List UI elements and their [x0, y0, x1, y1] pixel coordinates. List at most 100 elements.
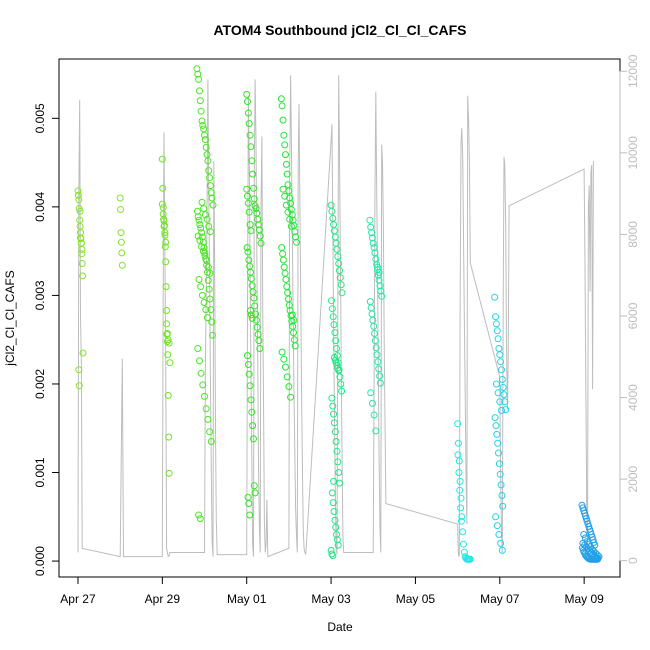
data-point — [251, 489, 259, 497]
data-point — [117, 206, 125, 213]
data-point — [74, 191, 82, 199]
data-point — [332, 337, 340, 345]
data-point — [491, 293, 499, 301]
data-point — [254, 215, 262, 223]
data-point — [293, 238, 300, 246]
y2-tick-label: 10000 — [626, 136, 640, 170]
data-point — [492, 513, 500, 521]
data-point — [194, 70, 202, 78]
data-point — [256, 345, 264, 352]
x-tick-label: Apr 27 — [60, 592, 96, 606]
chart-title: ATOM4 Southbound jCl2_Cl_Cl_CAFS — [213, 22, 466, 38]
y2-tick-label: 4000 — [626, 384, 640, 411]
data-point — [375, 268, 383, 276]
data-point — [250, 195, 258, 203]
data-point — [329, 313, 337, 321]
data-point — [290, 316, 298, 324]
series-2 — [193, 65, 217, 523]
data-point — [368, 399, 376, 407]
data-point — [495, 345, 503, 352]
data-point — [595, 553, 603, 561]
data-point — [79, 349, 87, 357]
data-point — [328, 207, 336, 215]
data-point — [118, 261, 126, 269]
data-point — [164, 351, 172, 359]
data-point — [244, 199, 252, 207]
data-point — [118, 249, 126, 257]
data-point — [195, 276, 203, 283]
data-point — [163, 307, 171, 314]
data-point — [330, 477, 338, 485]
data-point — [369, 239, 377, 247]
data-point — [327, 201, 335, 209]
data-point — [371, 337, 379, 345]
data-point — [249, 288, 257, 296]
x-tick-label: May 01 — [227, 592, 267, 606]
series-8 — [491, 293, 510, 554]
data-point — [328, 305, 336, 313]
data-point — [201, 392, 208, 400]
x-tick-label: May 09 — [564, 592, 604, 606]
data-point — [454, 420, 462, 428]
data-point — [247, 227, 255, 235]
data-point — [378, 292, 386, 300]
data-point — [194, 213, 202, 221]
data-point — [456, 477, 464, 485]
data-point — [158, 200, 166, 208]
data-point — [206, 228, 214, 236]
data-point — [496, 398, 504, 406]
data-point — [329, 499, 337, 507]
data-point — [206, 174, 214, 182]
data-point — [246, 382, 254, 390]
data-point — [204, 314, 211, 322]
y-tick-label: 0.000 — [33, 546, 47, 576]
data-point — [249, 170, 257, 178]
data-point — [491, 414, 499, 422]
data-point — [206, 182, 214, 190]
data-point — [284, 208, 292, 216]
data-point — [201, 211, 209, 219]
data-point — [196, 97, 204, 105]
x-tick-label: May 05 — [396, 592, 436, 606]
series-3 — [243, 90, 265, 519]
data-point — [248, 157, 256, 165]
data-point — [196, 87, 203, 95]
data-point — [252, 316, 260, 324]
data-point — [371, 330, 378, 337]
data-point — [208, 194, 216, 202]
data-point — [161, 243, 169, 251]
data-point — [282, 363, 289, 371]
data-point — [198, 291, 206, 299]
data-point — [207, 438, 215, 445]
data-point — [376, 379, 384, 387]
data-point — [243, 185, 251, 193]
data-point — [334, 541, 342, 549]
data-point — [162, 238, 170, 246]
data-point — [244, 109, 252, 117]
data-point — [207, 306, 215, 314]
data-point — [199, 121, 207, 129]
data-point — [79, 272, 87, 280]
data-point — [497, 539, 505, 547]
data-point — [494, 389, 502, 397]
data-point — [252, 205, 260, 213]
data-point — [247, 143, 255, 151]
data-point — [162, 283, 170, 291]
data-point — [203, 257, 211, 265]
data-point — [280, 263, 288, 271]
data-point — [279, 250, 287, 258]
data-point — [331, 516, 339, 524]
data-point — [329, 402, 337, 410]
data-point — [165, 433, 173, 441]
data-point — [245, 500, 253, 507]
data-point — [195, 75, 203, 83]
data-point — [162, 258, 170, 266]
data-point — [333, 345, 340, 352]
data-point — [279, 116, 287, 124]
data-point — [366, 216, 374, 224]
data-point — [286, 307, 294, 314]
data-point — [282, 276, 290, 283]
data-point — [207, 189, 215, 197]
data-point — [291, 342, 299, 350]
data-point — [581, 534, 589, 542]
